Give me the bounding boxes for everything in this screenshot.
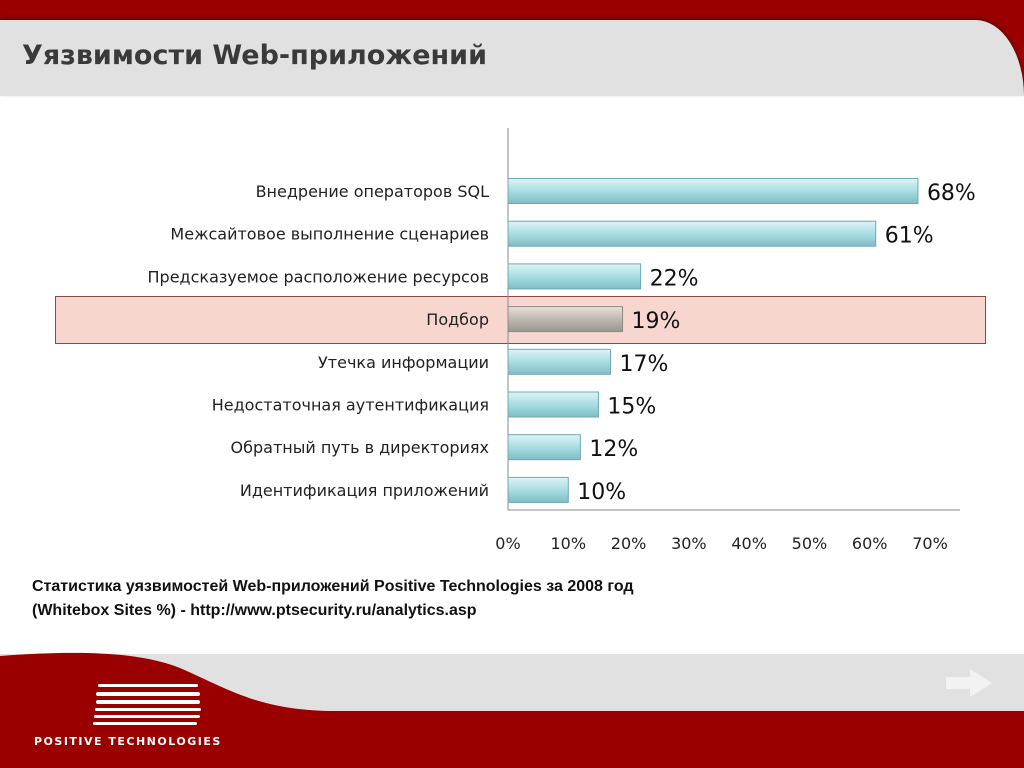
bar bbox=[507, 434, 581, 461]
value-label: 19% bbox=[632, 309, 681, 334]
category-label: Внедрение операторов SQL bbox=[256, 182, 490, 201]
value-label: 17% bbox=[619, 352, 668, 377]
page-title: Уязвимости Web-приложений bbox=[22, 40, 487, 71]
value-label: 15% bbox=[607, 395, 656, 420]
x-tick-label: 70% bbox=[912, 534, 948, 553]
value-label: 61% bbox=[885, 224, 934, 249]
value-label: 22% bbox=[650, 266, 699, 291]
logo-text: POSITIVE TECHNOLOGIES bbox=[34, 735, 222, 748]
logo-icon bbox=[93, 684, 201, 725]
x-tick-label: 50% bbox=[792, 534, 828, 553]
title-panel bbox=[0, 20, 1024, 96]
category-label: Межсайтовое выполнение сценариев bbox=[170, 225, 489, 244]
category-label: Недостаточная аутентификация bbox=[212, 396, 489, 415]
value-label: 12% bbox=[589, 437, 638, 462]
category-label: Обратный путь в директориях bbox=[231, 438, 489, 457]
category-label: Утечка информации bbox=[318, 353, 489, 372]
bar bbox=[507, 348, 611, 375]
bar bbox=[507, 391, 599, 418]
x-tick-label: 60% bbox=[852, 534, 888, 553]
chart-caption: Статистика уязвимостей Web-приложений Po… bbox=[32, 575, 634, 623]
highlight-band bbox=[55, 296, 986, 344]
bar bbox=[507, 178, 919, 204]
bar bbox=[507, 263, 642, 290]
bar bbox=[507, 476, 569, 503]
x-tick-label: 0% bbox=[495, 534, 520, 553]
bar bbox=[507, 220, 877, 247]
bar bbox=[507, 306, 624, 333]
x-tick-label: 10% bbox=[551, 534, 587, 553]
value-label: 68% bbox=[927, 181, 976, 206]
x-tick-label: 30% bbox=[671, 534, 707, 553]
category-label: Предсказуемое расположение ресурсов bbox=[148, 267, 489, 286]
category-label: Подбор bbox=[426, 310, 489, 329]
caption-line-2: (Whitebox Sites %) - http://www.ptsecuri… bbox=[32, 602, 477, 619]
arrow-right-icon[interactable] bbox=[944, 668, 994, 698]
value-label: 10% bbox=[577, 480, 626, 505]
category-label: Идентификация приложений bbox=[240, 481, 489, 500]
x-tick-label: 20% bbox=[611, 534, 647, 553]
caption-line-1: Статистика уязвимостей Web-приложений Po… bbox=[32, 578, 634, 595]
x-tick-label: 40% bbox=[731, 534, 767, 553]
